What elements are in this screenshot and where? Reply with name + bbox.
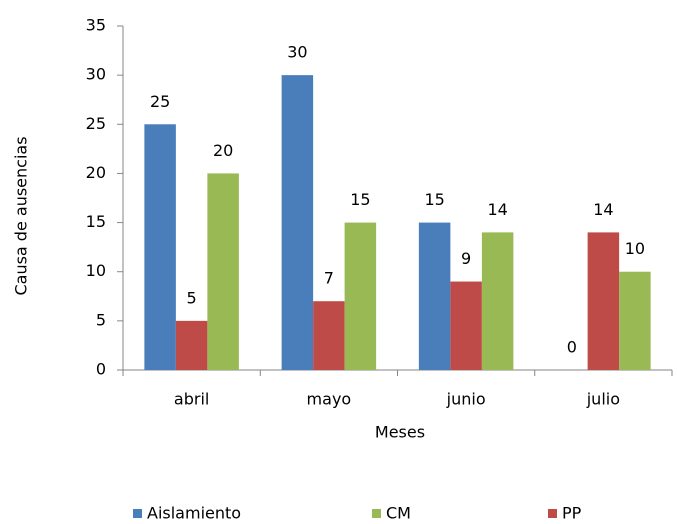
data-label: 9 (461, 249, 471, 268)
y-tick-label: 30 (86, 65, 106, 84)
bar (175, 320, 208, 370)
bar (313, 301, 345, 370)
bar (481, 232, 514, 370)
data-label: 15 (424, 190, 444, 209)
y-axis-title: Causa de ausencias (12, 136, 31, 295)
y-tick-label: 25 (86, 114, 106, 133)
legend-label: Aislamiento (147, 504, 241, 523)
data-label: 14 (487, 200, 507, 219)
data-label: 5 (187, 288, 197, 307)
legend-swatch (548, 509, 557, 518)
bar (418, 222, 451, 370)
legend-label: CM (386, 504, 411, 523)
data-label: 30 (287, 43, 307, 62)
bar (587, 232, 620, 370)
bar (144, 124, 176, 371)
data-label: 20 (213, 141, 233, 160)
bar (619, 271, 651, 370)
legend-label: PP (562, 504, 582, 523)
legend-swatch (133, 509, 142, 518)
y-tick-label: 10 (86, 261, 106, 280)
x-tick-label: mayo (307, 390, 352, 409)
y-tick-label: 0 (96, 360, 106, 379)
data-label: 0 (567, 338, 577, 357)
x-tick-label: junio (446, 390, 486, 409)
x-tick-label: julio (586, 390, 620, 409)
bar (281, 75, 314, 371)
bar (344, 222, 377, 370)
bar (450, 281, 482, 370)
x-tick-label: abril (174, 390, 209, 409)
x-axis-title: Meses (375, 423, 425, 442)
data-label: 10 (625, 239, 645, 258)
data-label: 7 (324, 269, 334, 288)
y-tick-label: 20 (86, 163, 106, 182)
legend-swatch (372, 509, 381, 518)
data-label: 15 (350, 190, 370, 209)
y-tick-label: 35 (86, 16, 106, 35)
bar (207, 173, 239, 370)
y-tick-label: 15 (86, 212, 106, 231)
data-label: 25 (150, 92, 170, 111)
data-label: 14 (593, 200, 613, 219)
y-tick-label: 5 (96, 310, 106, 329)
